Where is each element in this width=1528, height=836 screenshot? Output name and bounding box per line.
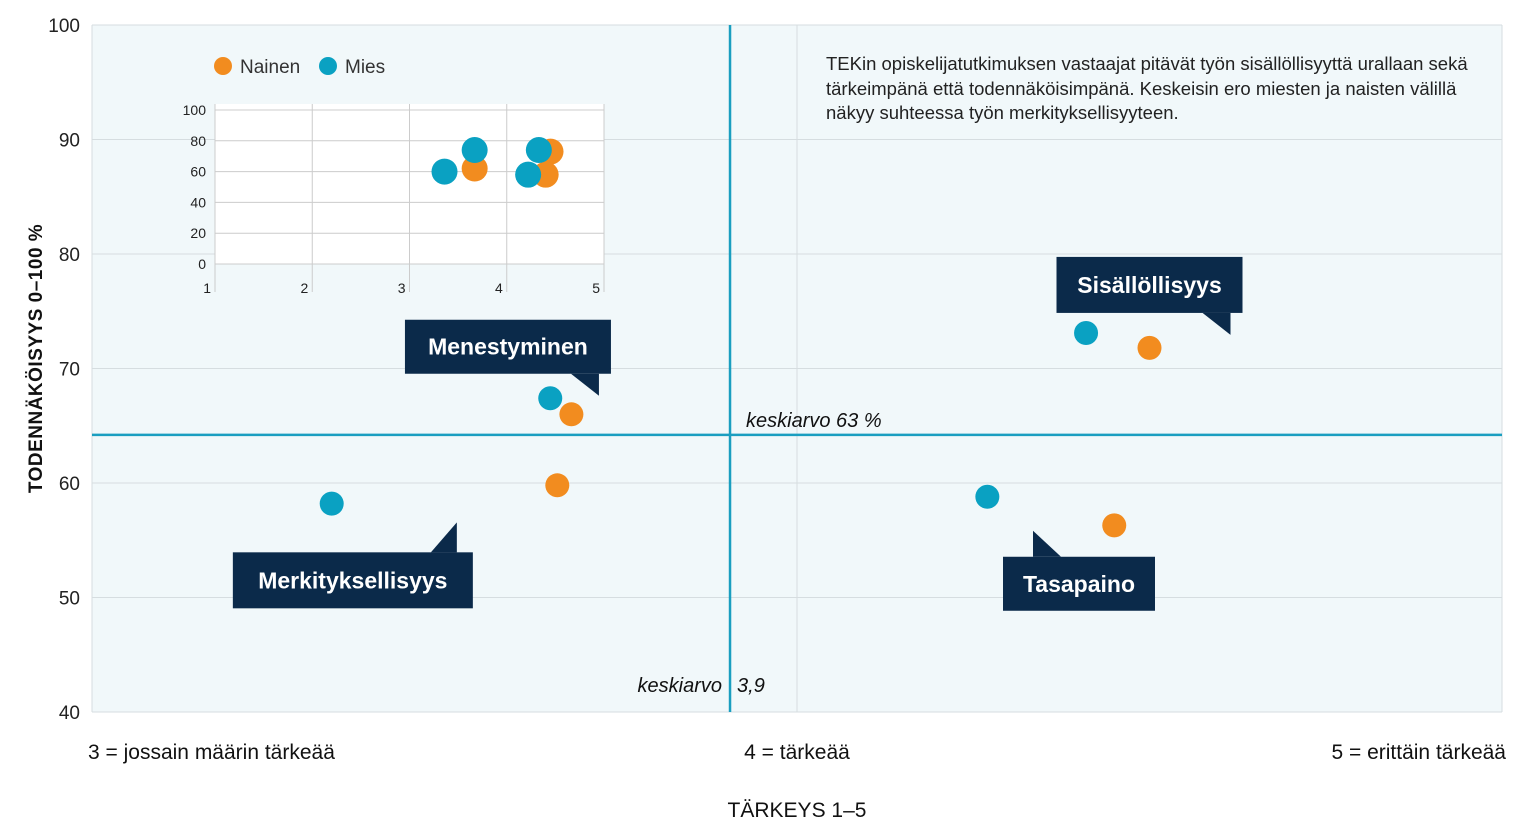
callout-menestyminen: Menestyminen <box>404 319 611 396</box>
y-tick-label: 100 <box>48 16 80 37</box>
inset-data-point-mies <box>525 137 552 164</box>
callout-tasapaino: Tasapaino <box>1003 530 1155 611</box>
average-label-vertical-left: keskiarvo <box>638 675 722 697</box>
chart-note: TEKin opiskelijatutkimuksen vastaajat pi… <box>826 53 1468 123</box>
x-tick-label: 5 = erittäin tärkeää <box>1331 741 1506 764</box>
inset-x-tick-label: 4 <box>495 280 503 296</box>
x-tick-label: 3 = jossain määrin tärkeää <box>88 741 335 764</box>
inset-data-point-mies <box>461 137 488 164</box>
y-tick-label: 50 <box>59 589 80 610</box>
average-label-horizontal: keskiarvo 63 % <box>746 410 882 432</box>
inset-data-point-nainen <box>461 155 488 182</box>
inset-x-tick-label: 5 <box>592 280 600 296</box>
inset-x-tick-label: 2 <box>300 280 308 296</box>
callout-label: Sisällöllisyys <box>1077 272 1221 298</box>
inset-y-tick-label: 40 <box>190 194 206 210</box>
callout-tail <box>570 373 599 396</box>
average-reference-lines: keskiarvo 63 % keskiarvo 3,9 <box>92 25 1502 712</box>
main-data-points <box>319 321 1162 538</box>
callout-box <box>232 552 473 609</box>
data-point-mies <box>975 484 1000 509</box>
inset-scatter-chart: 0 20 40 60 80 100 1 2 3 4 5 <box>183 102 605 296</box>
y-tick-label: 90 <box>59 131 80 152</box>
callout-tail <box>1202 312 1231 335</box>
legend: Nainen Mies <box>214 57 385 78</box>
y-axis-label: TODENNÄKÖISYYS 0–100 % <box>26 224 47 493</box>
callout-merkityksellisyys: Merkityksellisyys <box>232 522 473 609</box>
y-tick-label: 70 <box>59 360 80 381</box>
callout-tail <box>1033 530 1061 557</box>
data-point-nainen <box>559 402 584 427</box>
callout-label: Merkityksellisyys <box>258 567 447 593</box>
inset-y-tick-label: 60 <box>190 164 206 180</box>
inset-x-tick-label: 3 <box>398 280 406 296</box>
data-point-nainen <box>545 473 570 498</box>
inset-y-tick-label: 0 <box>198 256 206 272</box>
y-tick-label: 60 <box>59 474 80 495</box>
callout-box <box>1056 256 1243 313</box>
inset-data-point-mies <box>431 158 458 185</box>
data-point-mies <box>319 491 344 516</box>
callout-sisällöllisyys: Sisällöllisyys <box>1056 256 1243 335</box>
inset-y-tick-label: 100 <box>183 102 207 118</box>
callout-tail <box>430 522 457 553</box>
callout-box <box>404 319 611 374</box>
x-tick-label: 4 = tärkeää <box>744 741 850 764</box>
callout-label: Tasapaino <box>1023 571 1135 597</box>
legend-swatch-nainen <box>214 57 232 75</box>
y-tick-label: 80 <box>59 245 80 266</box>
inset-x-tick-label: 1 <box>203 280 211 296</box>
y-tick-label: 40 <box>59 703 80 724</box>
inset-data-point-mies <box>515 161 542 188</box>
category-callouts: Sisällöllisyys Menestyminen Merkityksellis… <box>232 256 1243 611</box>
callout-label: Menestyminen <box>428 334 588 360</box>
data-point-mies <box>538 386 563 411</box>
data-point-mies <box>1074 321 1099 346</box>
legend-label-nainen: Nainen <box>240 57 300 78</box>
x-axis-label: TÄRKEYS 1–5 <box>728 799 867 822</box>
data-point-nainen <box>1137 335 1162 360</box>
inset-y-tick-label: 80 <box>190 133 206 149</box>
data-point-nainen <box>1102 513 1127 538</box>
legend-swatch-mies <box>319 57 337 75</box>
average-label-vertical-right: 3,9 <box>737 675 765 697</box>
inset-y-tick-label: 20 <box>190 225 206 241</box>
legend-label-mies: Mies <box>345 57 385 78</box>
callout-box <box>1003 556 1155 611</box>
